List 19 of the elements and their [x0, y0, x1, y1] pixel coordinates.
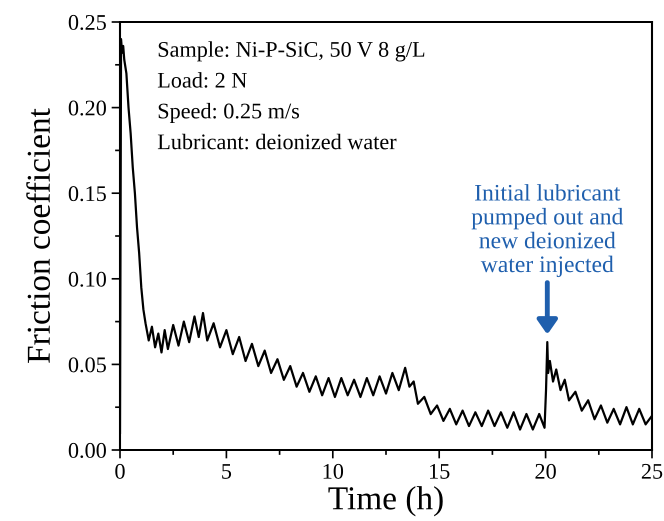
x-tick-label: 25: [642, 464, 662, 479]
x-tick-label: 0: [115, 464, 125, 479]
y-tick-label: 0.00: [68, 442, 106, 458]
annotation: Sample: Ni-P-SiC, 50 V 8 g/L: [158, 41, 424, 62]
y-tick-label: 0.05: [68, 357, 106, 372]
y-tick-label: 0.10: [68, 272, 106, 287]
y-tick-label: 0.25: [68, 14, 106, 30]
y-axis-title: Friction coefficient: [26, 108, 50, 363]
y-tick-label: 0.15: [68, 186, 106, 202]
x-tick-label: 20: [535, 464, 556, 479]
x-tick-label: 10: [324, 464, 344, 479]
annotation: Speed: 0.25 m/s: [158, 102, 300, 124]
annotation: Load: 2 N: [158, 72, 247, 88]
annotation: Initial lubricant pumped out and new deionized water injected: [472, 184, 624, 278]
y-tick-label: 0.20: [68, 100, 106, 116]
annotation: Lubricant: deionized water: [158, 134, 396, 150]
x-tick-label: 15: [430, 464, 450, 479]
x-tick-label: 5: [222, 464, 232, 479]
x-axis-title: Time (h): [328, 486, 443, 516]
